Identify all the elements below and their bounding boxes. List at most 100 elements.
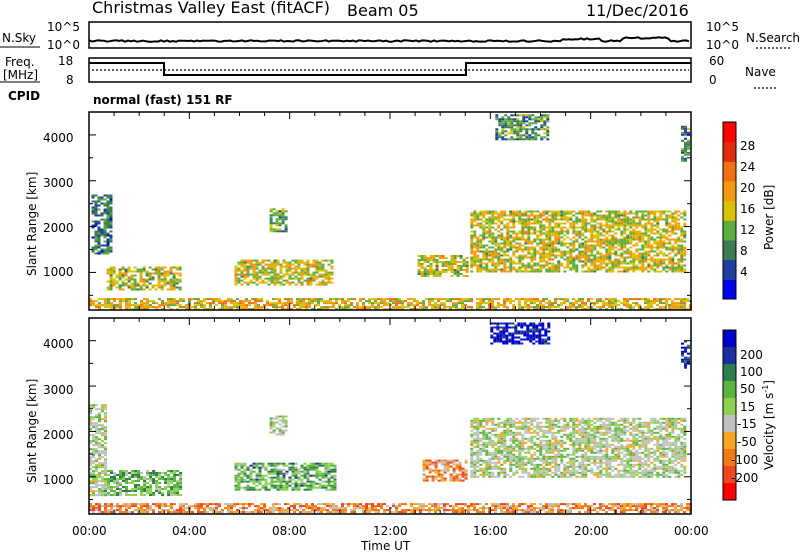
scatter-cell [136,284,140,287]
scatter-cell [662,242,666,245]
scatter-cell [629,250,633,253]
scatter-cell [318,470,322,473]
scatter-cell [461,509,464,512]
scatter-cell [161,505,164,508]
scatter-cell [530,228,534,231]
scatter-cell [281,210,285,213]
scatter-cell [519,128,523,131]
scatter-cell [662,308,665,311]
scatter-cell [170,503,173,506]
scatter-cell [611,302,614,305]
scatter-cell [584,236,588,239]
scatter-cell [629,252,633,255]
power-cbar-20: 20 [740,181,755,195]
scatter-cell [593,264,597,267]
scatter-cell [279,478,283,481]
scatter-cell [467,511,470,514]
scatter-cell [263,505,266,508]
scatter-cell [285,271,289,274]
scatter-cell [118,272,122,275]
scatter-cell [458,308,461,311]
scatter-cell [136,282,140,285]
scatter-cell [584,210,588,213]
scatter-cell [413,511,416,514]
scatter-cell [330,271,334,274]
scatter-cell [638,258,642,261]
scatter-cell [530,306,533,309]
scatter-cell [542,246,546,249]
scatter-cell [497,218,501,221]
scatter-cell [443,304,446,307]
scatter-cell [109,224,113,227]
scatter-cell [269,214,273,217]
scatter-cell [584,503,587,506]
scatter-cell [560,254,564,257]
scatter-cell [522,122,526,125]
scatter-cell [680,308,683,311]
scatter-cell [92,418,95,421]
scatter-cell [89,482,92,485]
scatter-cell [312,484,316,487]
scatter-cell [330,476,334,479]
scatter-cell [509,298,512,301]
scatter-cell [455,298,458,301]
scatter-cell [106,272,110,275]
scatter-cell [491,306,494,309]
scatter-cell [539,234,543,237]
scatter-cell [230,507,233,510]
scatter-cell [335,509,338,512]
scatter-cell [686,503,689,506]
scatter-cell [668,252,672,255]
scatter-cell [258,480,262,483]
scatter-cell [173,492,177,494]
scatter-cell [335,505,338,508]
scatter-cell [599,252,603,255]
scatter-cell [279,480,283,483]
scatter-cell [572,304,575,307]
scatter-cell [488,270,492,273]
scatter-cell [536,222,540,225]
scatter-cell [252,482,256,485]
scatter-cell [455,511,458,514]
scatter-cell [569,224,573,227]
scatter-cell [626,270,630,273]
scatter-cell [557,254,561,257]
scatter-cell [479,226,483,229]
scatter-cell [533,302,536,305]
scatter-cell [324,474,328,477]
scatter-cell [92,452,95,455]
scatter-cell [160,274,164,277]
scatter-cell [273,462,277,465]
scatter-cell [684,149,687,152]
scatter-cell [267,265,271,268]
scatter-cell [134,474,138,476]
scatter-cell [677,218,681,221]
scatter-cell [251,302,254,305]
scatter-cell [140,503,143,506]
scatter-cell [497,268,501,271]
scatter-cell [167,511,170,514]
scatter-cell [234,478,238,481]
scatter-cell [291,464,295,467]
scatter-cell [551,246,555,249]
scatter-cell [233,511,236,514]
scatter-cell [203,298,206,301]
scatter-cell [426,269,430,271]
scatter-cell [495,134,499,137]
scatter-cell [128,300,131,303]
power-colorbar [722,121,737,300]
scatter-cell [312,261,316,264]
scatter-cell [614,250,618,253]
scatter-cell [623,212,627,215]
scatter-cell [143,486,147,488]
scatter-cell [563,250,567,253]
scatter-cell [488,507,491,510]
scatter-cell [599,218,603,221]
scatter-cell [525,124,529,127]
scatter-cell [261,269,265,272]
scatter-cell [542,232,546,235]
scatter-cell [650,210,654,213]
scatter-cell [435,275,439,277]
scatter-cell [104,306,107,309]
scatter-cell [623,226,627,229]
